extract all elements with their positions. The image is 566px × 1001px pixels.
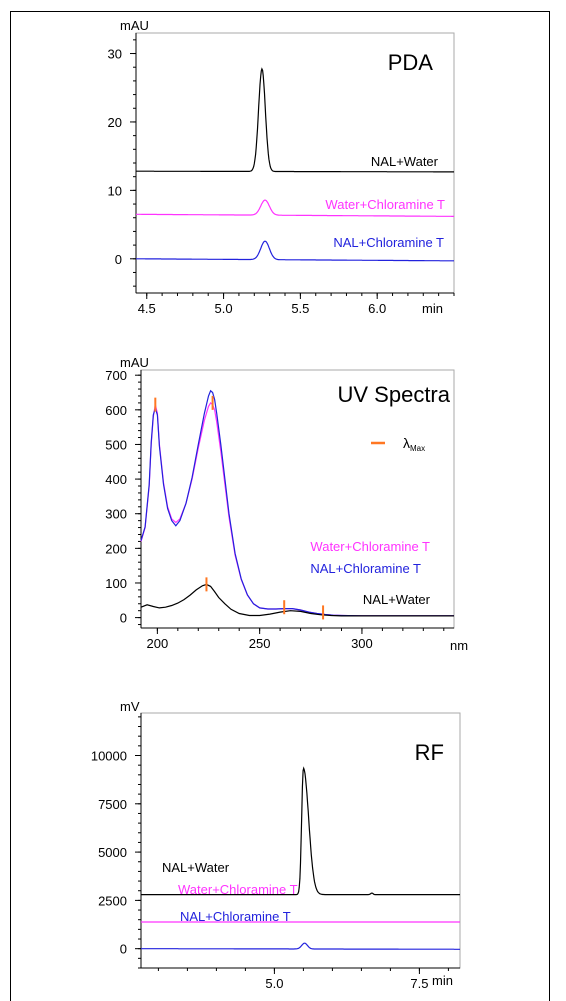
rf-curve-nal-water	[141, 766, 460, 896]
pda-y-tick-label: 20	[108, 115, 122, 130]
pda-ticks: 4.5 5.0 5.5 6.0 0 10 20 30	[108, 39, 455, 316]
uv-y-tick-label: 400	[105, 472, 127, 487]
pda-y-tick-label: 10	[108, 183, 122, 198]
uv-y-tick-label: 0	[120, 611, 127, 626]
rf-y-tick-label: 0	[120, 942, 127, 957]
pda-label-nal-chloramine: NAL+Chloramine T	[333, 235, 444, 250]
uv-y-tick-label: 100	[105, 576, 127, 591]
pda-x-axis-label: min	[422, 301, 443, 316]
rf-y-tick-label: 10000	[91, 749, 127, 764]
pda-curve-nal-water	[136, 67, 454, 173]
pda-x-tick-label: 4.5	[138, 301, 156, 316]
pda-x-tick-label: 5.0	[215, 301, 233, 316]
rf-y-tick-label: 7500	[98, 797, 127, 812]
rf-y-tick-label: 2500	[98, 893, 127, 908]
uv-y-tick-label: 200	[105, 541, 127, 556]
pda-curve-nal-chloramine-t	[136, 240, 454, 262]
pda-y-tick-label: 30	[108, 47, 122, 62]
uv-plot-frame	[140, 369, 455, 629]
rf-label-nal-water: NAL+Water	[162, 860, 230, 875]
uv-x-axis-label: nm	[450, 638, 468, 653]
pda-x-tick-label: 6.0	[368, 301, 386, 316]
uv-curve-nal-water	[140, 583, 454, 617]
pda-label-nal-water: NAL+Water	[371, 154, 439, 169]
pda-curves	[136, 67, 454, 262]
uv-y-tick-label: 600	[105, 403, 127, 418]
pda-curve-water-chloramine-t	[136, 199, 454, 217]
uv-y-tick-label: 500	[105, 437, 127, 452]
lambda-max-legend-label: λMax	[403, 435, 425, 453]
rf-y-axis-label: mV	[120, 699, 140, 714]
rf-title: RF	[415, 740, 444, 765]
rf-x-tick-label: 7.5	[410, 976, 428, 988]
uv-curves	[140, 389, 454, 617]
uv-label-nal-water: NAL+Water	[363, 592, 431, 607]
pda-x-tick-label: 5.5	[291, 301, 309, 316]
uv-x-tick-label: 300	[351, 636, 373, 651]
rf-curve-nal-chloramine-t	[141, 942, 460, 950]
uv-y-axis-label: mAU	[120, 355, 149, 370]
uv-x-tick-label: 250	[249, 636, 271, 651]
uv-lambda-max-markers	[154, 395, 325, 620]
rf-label-water-chloramine: Water+Chloramine T	[178, 882, 298, 897]
rf-curves	[141, 766, 460, 950]
rf-x-axis-label: min	[432, 973, 453, 988]
uv-label-nal-chloramine: NAL+Chloramine T	[310, 561, 421, 576]
pda-chart: mAU min PDA 4.5 5.0 5.5 6.0 0 10 20 30 NAL+Wate…	[108, 18, 455, 316]
pda-y-tick-label: 0	[115, 252, 122, 267]
uv-ticks: 200 250 300 0 100 200 300 400 500 600 700	[105, 368, 445, 651]
pda-title: PDA	[388, 50, 434, 75]
figure-frame	[10, 11, 550, 1001]
uv-y-tick-label: 700	[105, 368, 127, 383]
uv-label-water-chloramine: Water+Chloramine T	[310, 539, 430, 554]
uv-spectra-chart: mAU nm UV Spectra 200 250 300 0 100 200 300 400…	[105, 355, 468, 653]
uv-x-tick-label: 200	[147, 636, 169, 651]
rf-chart: mV min RF 5.0 7.5 0 2500 5000 7500 10000 NAL+W…	[91, 699, 461, 988]
rf-y-tick-label: 5000	[98, 845, 127, 860]
uv-y-tick-label: 300	[105, 507, 127, 522]
uv-title: UV Spectra	[338, 382, 451, 407]
rf-label-nal-chloramine: NAL+Chloramine T	[180, 909, 291, 924]
pda-label-water-chloramine: Water+Chloramine T	[325, 197, 445, 212]
uv-curve-nal-chloramine-t	[140, 389, 454, 617]
rf-x-tick-label: 5.0	[265, 976, 283, 988]
rf-ticks: 5.0 7.5 0 2500 5000 7500 10000	[91, 716, 449, 988]
pda-y-axis-label: mAU	[120, 18, 149, 33]
